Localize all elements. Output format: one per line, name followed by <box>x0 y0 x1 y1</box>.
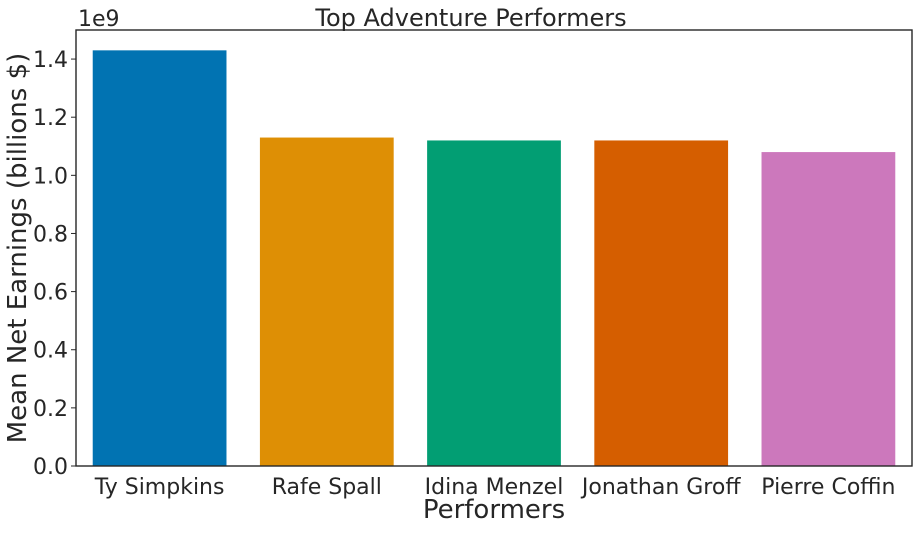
bar-pierre-coffin <box>761 152 896 466</box>
y-tick-label: 0.8 <box>33 222 68 247</box>
bar-idina-menzel <box>427 140 561 466</box>
y-axis-label: Mean Net Earnings (billions $) <box>3 53 33 444</box>
y-tick-label: 0.2 <box>33 397 68 422</box>
x-tick-label: Idina Menzel <box>425 475 564 500</box>
bar-group <box>92 50 896 466</box>
chart-title: Top Adventure Performers <box>314 4 626 32</box>
bar-jonathan-groff <box>594 140 729 466</box>
x-tick-label: Jonathan Groff <box>580 475 741 500</box>
x-axis-ticks: Ty Simpkins Rafe Spall Idina Menzel Jonatha… <box>94 475 896 500</box>
bar-ty-simpkins <box>92 50 227 466</box>
bar-rafe-spall <box>259 137 394 466</box>
x-tick-label: Ty Simpkins <box>94 475 225 500</box>
y-axis-offset-label: 1e9 <box>78 7 120 32</box>
x-axis-label: Performers <box>423 495 565 525</box>
y-tick-label: 0.6 <box>33 281 68 306</box>
y-tick-label: 1.4 <box>33 48 68 73</box>
y-tick-label: 1.2 <box>33 106 68 131</box>
y-axis-ticks: 0.0 0.2 0.4 0.6 0.8 1.0 1.2 1.4 <box>33 48 76 480</box>
y-tick-label: 0.4 <box>33 339 68 364</box>
x-tick-label: Pierre Coffin <box>761 475 895 500</box>
y-tick-label: 1.0 <box>33 164 68 189</box>
plot-frame <box>75 29 913 467</box>
x-tick-label: Rafe Spall <box>272 475 382 500</box>
y-tick-label: 0.0 <box>33 455 68 480</box>
